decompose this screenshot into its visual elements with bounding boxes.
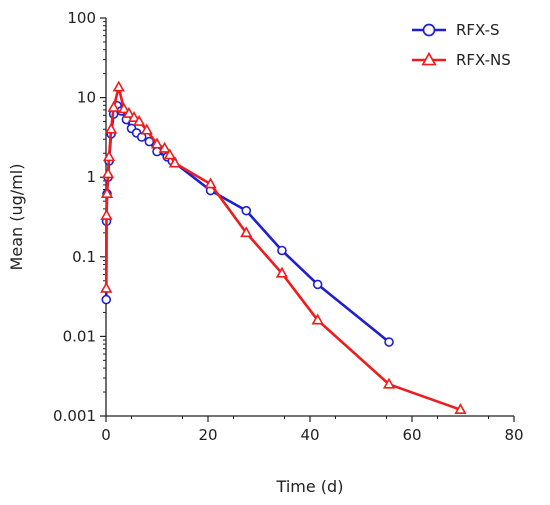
legend-item: RFX-S xyxy=(412,21,500,39)
data-point xyxy=(204,177,217,189)
legend-marker xyxy=(421,51,437,66)
data-point xyxy=(140,123,153,135)
data-point xyxy=(312,279,323,290)
y-axis-title: Mean (ug/ml) xyxy=(7,164,26,271)
data-point xyxy=(144,136,155,147)
y-tick-label: 1 xyxy=(86,168,96,186)
data-point xyxy=(150,137,164,149)
series-rfx-ns xyxy=(100,80,467,414)
x-axis-title: Time (d) xyxy=(276,477,344,496)
data-point xyxy=(127,111,141,122)
legend-marker xyxy=(422,23,436,37)
data-point xyxy=(241,205,252,216)
legend-label: RFX-NS xyxy=(456,51,511,69)
y-tick-label: 0.01 xyxy=(63,327,96,345)
data-point xyxy=(100,281,113,293)
legend: RFX-S RFX-NS xyxy=(412,21,511,69)
x-tick-label: 20 xyxy=(198,426,217,444)
data-point xyxy=(240,226,253,238)
y-tick-label: 0.001 xyxy=(53,407,96,425)
data-point xyxy=(102,150,116,162)
series-rfx-s xyxy=(101,100,394,347)
data-point xyxy=(100,187,114,199)
data-point xyxy=(133,114,146,126)
x-tick-label: 0 xyxy=(101,426,111,444)
axes: 0.001 0.01 0.1 1 10 100 0 20 40 60 80 xyxy=(53,9,524,444)
x-tick-label: 60 xyxy=(402,426,421,444)
data-point xyxy=(112,80,125,92)
data-point xyxy=(163,148,176,160)
legend-label: RFX-S xyxy=(456,21,500,39)
legend-item: RFX-NS xyxy=(412,51,511,69)
series-layer xyxy=(100,80,467,414)
data-point xyxy=(454,403,467,414)
y-tick-label: 100 xyxy=(67,9,96,27)
data-point xyxy=(122,106,136,118)
y-tick-label: 10 xyxy=(77,89,96,107)
x-tick-label: 80 xyxy=(504,426,523,444)
data-point xyxy=(384,337,394,347)
data-point xyxy=(107,100,120,112)
data-point xyxy=(277,245,287,256)
data-point xyxy=(158,141,171,153)
x-tick-label: 40 xyxy=(300,426,319,444)
data-point xyxy=(275,266,289,278)
data-point xyxy=(117,102,130,114)
data-point xyxy=(101,167,115,179)
data-point xyxy=(311,313,324,325)
data-point xyxy=(382,377,396,389)
data-point xyxy=(100,208,113,220)
data-point xyxy=(104,122,118,134)
data-point xyxy=(101,294,112,305)
data-point xyxy=(168,156,181,168)
y-tick-label: 0.1 xyxy=(72,248,96,266)
